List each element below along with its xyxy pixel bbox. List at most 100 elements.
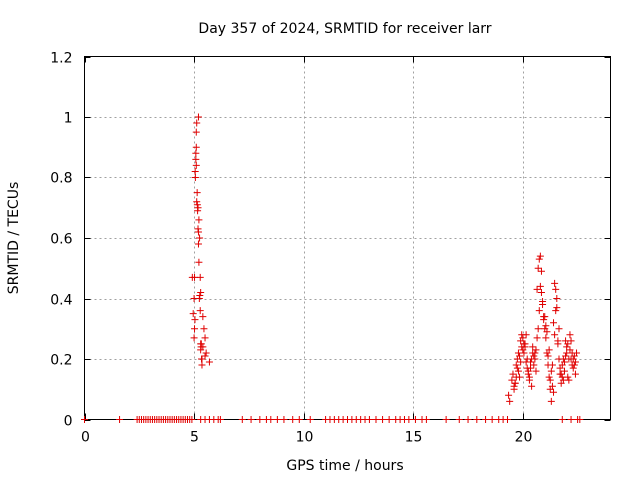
- data-point: [556, 364, 564, 372]
- data-point: [516, 352, 524, 360]
- data-point: [202, 349, 210, 357]
- data-point: [530, 361, 538, 369]
- data-point: [559, 355, 567, 363]
- data-point: [503, 416, 511, 423]
- data-point: [372, 416, 380, 423]
- data-point: [546, 376, 554, 384]
- data-point: [198, 355, 206, 363]
- data-point: [192, 149, 200, 157]
- x-axis-label: GPS time / hours: [286, 458, 403, 474]
- data-point: [550, 319, 558, 327]
- data-point: [528, 382, 536, 390]
- data-point: [191, 325, 199, 333]
- data-point: [534, 264, 542, 272]
- data-point: [289, 416, 297, 423]
- data-point: [196, 234, 204, 242]
- data-point: [201, 352, 209, 360]
- data-point: [197, 346, 205, 354]
- data-point: [295, 416, 303, 423]
- x-tick-label: 10: [296, 430, 314, 446]
- data-point: [530, 352, 538, 360]
- x-tick-label: 0: [81, 430, 90, 446]
- data-point: [192, 155, 200, 163]
- data-point: [247, 416, 255, 423]
- data-point: [273, 416, 281, 423]
- data-point: [542, 322, 550, 330]
- y-tick-label: 1.2: [50, 51, 72, 67]
- data-point: [191, 316, 199, 324]
- data-point: [522, 331, 530, 339]
- x-tick-label: 20: [515, 430, 533, 446]
- data-point: [566, 331, 574, 339]
- data-point: [520, 349, 528, 357]
- data-point: [553, 295, 561, 302]
- data-point: [542, 334, 550, 342]
- data-point: [535, 307, 543, 315]
- grid: [84, 56, 611, 420]
- data-point: [510, 382, 518, 390]
- data-point: [116, 416, 124, 423]
- data-point: [482, 416, 490, 423]
- data-point: [506, 397, 514, 405]
- data-point: [527, 358, 535, 366]
- data-point: [562, 337, 570, 345]
- data-point: [551, 279, 559, 287]
- data-point: [191, 174, 199, 181]
- data-point: [531, 349, 539, 357]
- data-point: [256, 416, 264, 423]
- data-point: [81, 416, 88, 423]
- data-point: [193, 189, 201, 197]
- data-point: [188, 416, 196, 423]
- data-point: [547, 397, 555, 405]
- data-point: [455, 416, 463, 423]
- data-point: [524, 367, 532, 375]
- data-point: [529, 343, 537, 351]
- data-point: [552, 307, 560, 315]
- y-tick-label: 0.6: [50, 232, 72, 248]
- data-point: [543, 328, 551, 336]
- data-point: [558, 416, 566, 423]
- data-point: [191, 167, 199, 175]
- data-point: [511, 379, 519, 387]
- data-point: [535, 255, 543, 263]
- data-point: [199, 313, 207, 321]
- data-point: [442, 416, 450, 423]
- data-point: [488, 416, 496, 423]
- data-point: [193, 119, 201, 127]
- data-point: [508, 376, 516, 384]
- data-point: [570, 352, 578, 360]
- data-point: [567, 416, 575, 423]
- data-point: [514, 367, 522, 375]
- data-point: [385, 416, 393, 423]
- data-point: [550, 388, 558, 396]
- data-point: [405, 416, 413, 423]
- data-point: [189, 310, 197, 318]
- x-tick-label: 5: [190, 430, 199, 446]
- data-point: [519, 346, 527, 354]
- data-point: [567, 355, 575, 363]
- y-tick-label: 0: [64, 414, 73, 430]
- data-point: [192, 128, 200, 136]
- data-point: [196, 273, 204, 281]
- data-point: [267, 416, 275, 423]
- data-point: [555, 325, 563, 333]
- y-tick-label: 0.8: [50, 171, 72, 187]
- data-point: [548, 361, 556, 369]
- data-point: [422, 416, 430, 423]
- data-point: [513, 364, 521, 372]
- data-point: [548, 382, 556, 390]
- data-point: [569, 364, 577, 372]
- y-axis-label: SRMTID / TECUs: [6, 182, 22, 295]
- data-point: [536, 282, 544, 290]
- data-point: [194, 240, 202, 248]
- data-point: [521, 340, 529, 348]
- data-point: [571, 370, 579, 378]
- data-point: [545, 373, 553, 381]
- x-tick-label: 15: [405, 430, 423, 446]
- y-tick-label: 0.2: [50, 353, 72, 369]
- data-point: [519, 334, 527, 342]
- data-point: [531, 355, 539, 363]
- data-point: [536, 252, 544, 260]
- data-point: [512, 373, 520, 381]
